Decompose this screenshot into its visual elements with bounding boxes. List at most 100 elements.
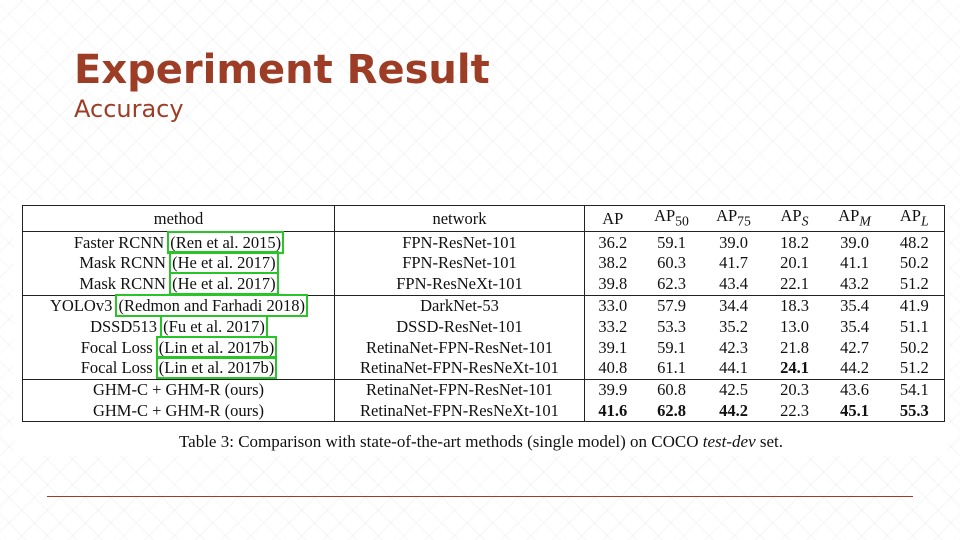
ap50-cell: 60.8 <box>657 380 686 400</box>
table-row: Focal Loss (Lin et al. 2017b) RetinaNet-… <box>22 335 945 359</box>
ap-cell: 40.8 <box>584 358 641 380</box>
method-cell: YOLOv3 (Redmon and Farhadi 2018) <box>22 294 335 318</box>
ap50-cell: 59.1 <box>657 232 686 252</box>
table-row: DSSD513 (Fu et al. 2017) DSSD-ResNet-101… <box>22 314 945 338</box>
header-row: method network AP AP50 AP75 APS APM APL <box>22 205 945 233</box>
ap-cell: 39.1 <box>598 337 628 357</box>
table-row: Focal Loss (Lin et al. 2017b) RetinaNet-… <box>22 356 945 380</box>
header-ap75: AP75 <box>702 205 765 233</box>
header-method: method <box>22 205 335 233</box>
network-cell: RetinaNet-FPN-ResNeXt-101 <box>334 358 585 380</box>
ap50-cell: 59.1 <box>657 337 686 357</box>
ap50-cell: 62.8 <box>657 401 686 421</box>
ap75-cell: 44.1 <box>702 358 765 380</box>
apl-cell: 51.2 <box>884 273 945 296</box>
method-cell: GHM-C + GHM-R (ours) <box>22 379 335 401</box>
citation-highlight: (He et al. 2017) <box>169 272 279 296</box>
table-caption: Table 3: Comparison with state-of-the-ar… <box>178 432 784 451</box>
apl-cell: 54.1 <box>899 380 929 400</box>
method-cell: Focal Loss (Lin et al. 2017b) <box>22 335 335 359</box>
network-cell: RetinaNet-FPN-ResNet-101 <box>334 379 585 401</box>
ap75-cell: 34.4 <box>719 296 748 316</box>
ap-cell: 41.6 <box>598 401 628 421</box>
slide-title: Experiment Result <box>74 47 490 93</box>
citation-highlight: (Redmon and Farhadi 2018) <box>115 294 308 318</box>
method-cell: Focal Loss (Lin et al. 2017b) <box>22 356 335 380</box>
aps-cell: 20.1 <box>780 253 809 273</box>
aps-cell: 18.3 <box>780 296 809 316</box>
network-cell: RetinaNet-FPN-ResNeXt-101 <box>334 400 585 422</box>
apm-cell: 35.4 <box>840 316 869 336</box>
apl-cell: 50.2 <box>899 253 929 273</box>
aps-cell: 22.3 <box>780 401 809 421</box>
apm-cell: 43.2 <box>824 273 885 296</box>
aps-cell: 21.8 <box>780 337 809 357</box>
ap75-cell: 35.2 <box>719 316 748 336</box>
apm-cell: 44.2 <box>824 358 885 380</box>
results-table: method network AP AP50 AP75 APS APM APL … <box>22 205 945 423</box>
citation-highlight: (He et al. 2017) <box>169 251 279 275</box>
apm-cell: 45.1 <box>840 401 869 421</box>
citation-highlight: (Ren et al. 2015) <box>167 230 285 254</box>
aps-cell: 22.1 <box>764 273 825 296</box>
ap-cell: 33.0 <box>598 296 628 316</box>
header-aps: APS <box>764 205 825 233</box>
table-row: Faster RCNN (Ren et al. 2015) FPN-ResNet… <box>22 230 945 254</box>
apm-cell: 39.0 <box>840 232 869 252</box>
header-ap: AP <box>584 205 641 233</box>
ap75-cell: 41.7 <box>719 253 748 273</box>
ap-cell: 39.9 <box>598 380 628 400</box>
header-apm: APM <box>824 205 885 233</box>
ap-cell: 38.2 <box>598 253 628 273</box>
network-cell: DarkNet-53 <box>334 295 585 317</box>
ap50-cell: 57.9 <box>657 296 686 316</box>
citation-highlight: (Fu et al. 2017) <box>160 314 268 338</box>
table-row: GHM-C + GHM-R (ours) RetinaNet-FPN-ResNe… <box>22 400 945 422</box>
method-cell: Mask RCNN (He et al. 2017) <box>22 251 335 275</box>
apm-cell: 43.6 <box>840 380 869 400</box>
apm-cell: 35.4 <box>840 296 869 316</box>
network-cell: FPN-ResNeXt-101 <box>334 273 585 296</box>
method-cell: Mask RCNN (He et al. 2017) <box>22 272 335 296</box>
apl-cell: 41.9 <box>899 296 929 316</box>
aps-cell: 24.1 <box>764 358 825 380</box>
ap75-cell: 42.3 <box>719 337 748 357</box>
footer-divider <box>47 496 913 497</box>
method-cell: Faster RCNN (Ren et al. 2015) <box>22 230 335 254</box>
apl-cell: 55.3 <box>899 401 929 421</box>
header-network: network <box>334 205 585 233</box>
network-cell: FPN-ResNet-101 <box>334 231 585 254</box>
network-cell: DSSD-ResNet-101 <box>334 316 585 338</box>
method-cell: GHM-C + GHM-R (ours) <box>22 400 335 422</box>
ap-cell: 36.2 <box>598 232 628 252</box>
aps-cell: 18.2 <box>780 232 809 252</box>
table-row: YOLOv3 (Redmon and Farhadi 2018) DarkNet… <box>22 294 945 318</box>
ap75-cell: 44.2 <box>719 401 748 421</box>
apm-cell: 42.7 <box>840 337 869 357</box>
ap-cell: 33.2 <box>598 316 628 336</box>
citation-highlight: (Lin et al. 2017b) <box>155 356 278 380</box>
table-row: Mask RCNN (He et al. 2017) FPN-ResNeXt-1… <box>22 272 945 296</box>
aps-cell: 13.0 <box>780 316 809 336</box>
apm-cell: 41.1 <box>840 253 869 273</box>
header-ap50: AP50 <box>640 205 703 233</box>
ap50-cell: 61.1 <box>640 358 703 380</box>
ap75-cell: 39.0 <box>719 232 748 252</box>
apl-cell: 51.2 <box>884 358 945 380</box>
ap50-cell: 60.3 <box>657 253 686 273</box>
ap-cell: 39.8 <box>584 273 641 296</box>
table-row: GHM-C + GHM-R (ours) RetinaNet-FPN-ResNe… <box>22 379 945 401</box>
network-cell: RetinaNet-FPN-ResNet-101 <box>334 337 585 359</box>
apl-cell: 50.2 <box>899 337 929 357</box>
table-row: Mask RCNN (He et al. 2017) FPN-ResNet-10… <box>22 251 945 275</box>
apl-cell: 48.2 <box>899 232 929 252</box>
method-cell: DSSD513 (Fu et al. 2017) <box>22 314 335 338</box>
ap75-cell: 43.4 <box>702 273 765 296</box>
apl-cell: 51.1 <box>899 316 929 336</box>
aps-cell: 20.3 <box>780 380 809 400</box>
slide-subtitle: Accuracy <box>74 95 184 123</box>
ap75-cell: 42.5 <box>719 380 748 400</box>
network-cell: FPN-ResNet-101 <box>334 253 585 274</box>
ap50-cell: 62.3 <box>640 273 703 296</box>
header-apl: APL <box>884 205 945 233</box>
